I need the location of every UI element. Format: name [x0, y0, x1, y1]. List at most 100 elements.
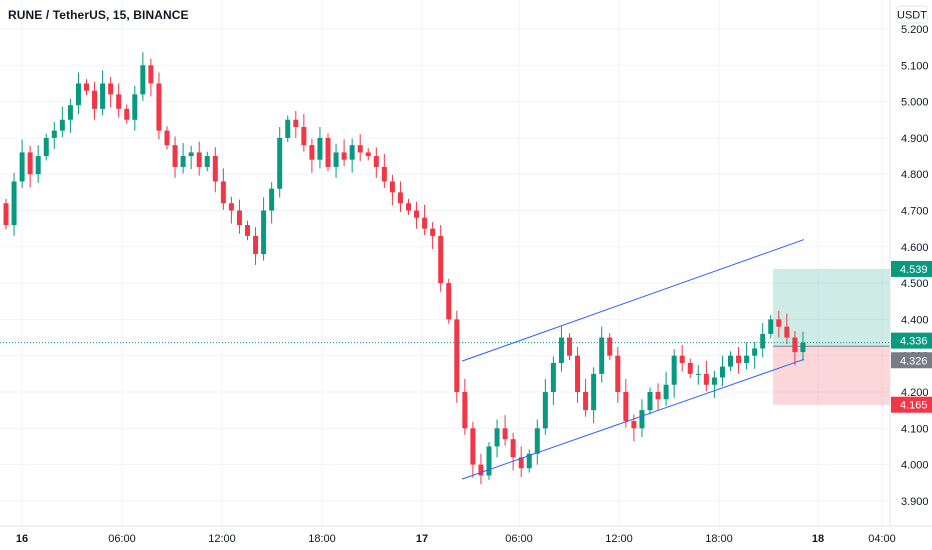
candle-body: [575, 355, 581, 392]
candle-body: [140, 65, 146, 95]
candle-body: [253, 235, 259, 255]
x-tick-label: 12:00: [208, 533, 236, 545]
loss-zone[interactable]: [773, 346, 890, 405]
x-tick-label: 18:00: [705, 533, 733, 545]
profit-zone[interactable]: [773, 268, 890, 347]
y-tick-label: 5.000: [901, 97, 929, 109]
candle-body: [494, 428, 500, 447]
candle-body: [687, 362, 693, 374]
candle-body: [703, 373, 709, 385]
candle-body: [542, 392, 548, 429]
candle-body: [760, 333, 766, 349]
price-tags: 4.539 4.336 4.326 4.165: [891, 260, 932, 413]
candle-body: [591, 373, 597, 411]
candle-body: [615, 355, 621, 392]
price-tag-label: 4.165: [900, 400, 928, 412]
candle-body: [67, 105, 73, 120]
candle-body: [792, 337, 798, 353]
x-tick-label: 04:00: [868, 533, 896, 545]
price-tag: [891, 260, 932, 277]
candle-body: [389, 181, 395, 193]
price-tag: [891, 332, 932, 349]
candle-body: [736, 355, 742, 363]
candle-body: [784, 326, 790, 338]
candle-body: [172, 145, 178, 167]
channel-lower-line[interactable]: [461, 358, 805, 480]
candle-body: [422, 217, 428, 229]
y-tick-label: 4.200: [901, 387, 929, 399]
candle-body: [599, 337, 605, 374]
y-tick-label: 5.100: [901, 60, 929, 72]
candle-body: [486, 446, 492, 476]
currency-label: USDT: [897, 10, 927, 22]
candle-body: [196, 152, 202, 167]
candle-body: [92, 90, 98, 109]
candle-body: [381, 166, 387, 182]
long-position-tool[interactable]: [773, 268, 890, 405]
candle-body: [100, 83, 106, 109]
candle-body: [550, 362, 556, 392]
channel-upper-line[interactable]: [461, 239, 805, 362]
candle-body: [132, 94, 138, 120]
currency-box[interactable]: [896, 5, 928, 24]
candle-body: [228, 203, 234, 211]
candle-body: [245, 225, 250, 236]
candle-body: [623, 392, 629, 422]
price-tag: [891, 352, 932, 369]
candle-body: [406, 203, 411, 211]
candle-body: [719, 366, 725, 378]
candle-body: [277, 137, 283, 189]
candle-body: [293, 119, 299, 128]
candle-body: [261, 210, 267, 255]
y-tick-label: 4.400: [901, 314, 929, 326]
candle-body: [301, 127, 307, 146]
candle-body: [11, 181, 17, 226]
candle-body: [156, 83, 162, 131]
candle-body: [220, 181, 226, 204]
trend-channel[interactable]: [461, 239, 805, 480]
candle-body: [534, 428, 540, 454]
candlestick-series: [3, 52, 806, 485]
x-tick-label: 18:00: [308, 533, 336, 545]
candle-body: [510, 439, 516, 458]
y-tick-label: 4.600: [901, 242, 929, 254]
price-axis[interactable]: 5.200 5.100 5.000 4.900 4.800 4.700 4.600 4.500…: [901, 24, 929, 508]
candle-body: [164, 130, 170, 146]
candle-body: [752, 348, 758, 356]
candle-body: [502, 428, 508, 440]
candle-body: [116, 94, 122, 109]
y-tick-label: 4.800: [901, 169, 929, 181]
candle-body: [454, 319, 460, 392]
price-tag-label: 4.326: [900, 355, 928, 367]
candle-body: [212, 156, 218, 182]
candle-body: [414, 210, 420, 218]
candle-body: [776, 319, 782, 327]
candle-body: [711, 377, 717, 385]
candle-body: [285, 119, 291, 138]
candle-body: [744, 355, 750, 363]
candle-body: [309, 145, 315, 160]
x-tick-label: 06:00: [108, 533, 136, 545]
candle-body: [148, 65, 154, 84]
candle-body: [59, 119, 65, 131]
candle-body: [470, 428, 476, 465]
candle-body: [84, 83, 89, 91]
candle-body: [430, 228, 436, 236]
candle-body: [631, 421, 637, 429]
y-tick-label: 5.200: [901, 24, 929, 36]
candle-body: [325, 137, 331, 167]
candle-body: [27, 152, 33, 175]
candle-body: [607, 337, 613, 356]
time-axis[interactable]: 16 06:00 12:00 18:00 17 06:00 12:00 18:00 18 04:0…: [16, 533, 896, 545]
candle-body: [51, 130, 57, 138]
candle-body: [655, 392, 661, 400]
candle-body: [526, 453, 532, 469]
candle-body: [663, 384, 669, 400]
candle-body: [3, 203, 9, 226]
candle-body: [438, 235, 444, 284]
x-tick-label: 18: [812, 533, 824, 545]
candle-body: [180, 156, 186, 167]
grid-lines: [0, 0, 890, 526]
y-tick-label: 4.100: [901, 423, 929, 435]
